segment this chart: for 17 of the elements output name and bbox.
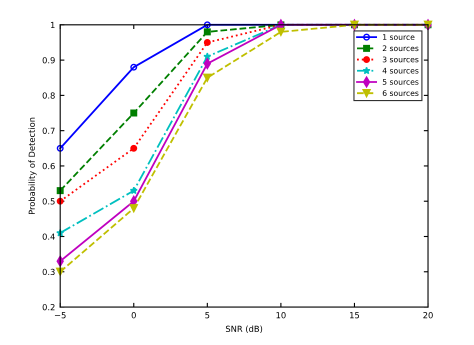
y-tick-label: 0.5 [42, 198, 55, 205]
y-tick-label: 0.9 [42, 57, 55, 64]
y-tick-label: 0.8 [42, 92, 55, 99]
y-tick-label: 0.7 [42, 128, 55, 134]
x-tick-label: 15 [350, 312, 360, 318]
y-tick-label: 1 [50, 22, 55, 28]
y-tick-label: 0.4 [42, 233, 55, 240]
x-tick-label: 20 [423, 312, 433, 318]
y-axis-title: Probability of Detection [28, 118, 37, 214]
y-tick-label: 0.6 [42, 162, 55, 170]
x-tick-label: −5 [54, 312, 66, 318]
y-tick-label: 0.2 [42, 304, 55, 310]
y-tick-label: 0.3 [42, 268, 55, 276]
x-tick-label: 5 [205, 312, 210, 318]
x-tick-label: 0 [132, 312, 136, 318]
x-axis-title: SNR (dB) [226, 326, 262, 333]
x-tick-label: 10 [276, 312, 286, 318]
